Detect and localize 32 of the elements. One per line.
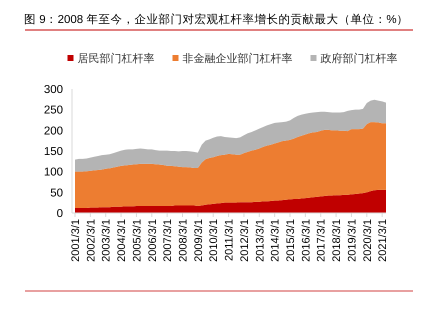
y-tick-label: 50 (50, 187, 63, 200)
x-tick-label: 2014/3/1 (270, 219, 282, 262)
legend-label: 政府部门杠杆率 (320, 52, 398, 65)
legend-label: 非金融企业部门杠杆率 (182, 52, 292, 65)
y-tick-label: 150 (44, 146, 63, 158)
y-tick-label: 200 (44, 125, 63, 138)
x-tick-label: 2011/3/1 (224, 219, 236, 262)
x-tick-label: 2006/3/1 (146, 219, 159, 262)
y-tick-label: 0 (56, 208, 63, 220)
legend-label: 居民部门杠杆率 (78, 52, 154, 65)
x-tick-label: 2021/3/1 (377, 219, 390, 262)
x-tick-label: 2010/3/1 (208, 219, 220, 262)
x-tick-label: 2003/3/1 (100, 219, 113, 262)
x-tick-label: 2012/3/1 (238, 219, 251, 262)
x-tick-label: 2015/3/1 (285, 219, 298, 262)
x-tick-label: 2017/3/1 (316, 219, 328, 262)
x-tick-label: 2004/3/1 (116, 219, 128, 262)
x-tick-label: 2016/3/1 (300, 219, 312, 262)
chart-title: 图 9：2008 年至今，企业部门对宏观杠杆率增长的贡献最大（单位：%） (24, 12, 409, 26)
y-tick-label: 100 (44, 166, 63, 179)
x-tick-label: 2007/3/1 (162, 219, 174, 262)
x-tick-label: 2002/3/1 (85, 219, 98, 262)
x-tick-label: 2013/3/1 (254, 219, 266, 262)
y-tick-label: 300 (44, 84, 63, 96)
x-tick-label: 2018/3/1 (331, 219, 344, 262)
x-tick-label: 2005/3/1 (131, 219, 144, 262)
x-tick-label: 2019/3/1 (346, 219, 358, 262)
x-tick-label: 2001/3/1 (70, 219, 82, 262)
x-tick-label: 2009/3/1 (192, 219, 205, 262)
y-tick-label: 250 (44, 104, 63, 117)
x-tick-label: 2020/3/1 (362, 219, 374, 262)
x-tick-label: 2008/3/1 (178, 219, 190, 262)
